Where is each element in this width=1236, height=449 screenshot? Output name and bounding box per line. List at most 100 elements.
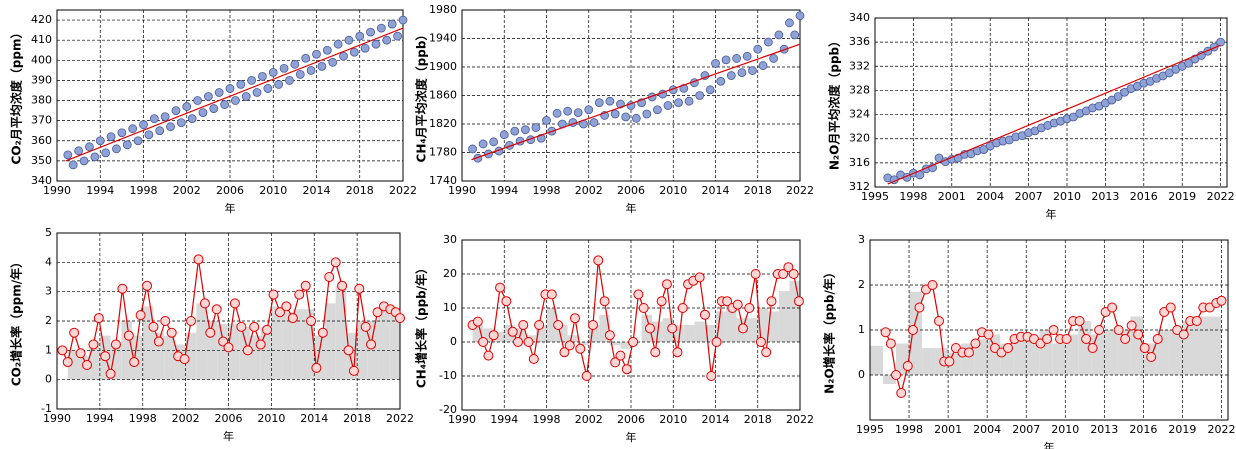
data-point <box>1184 58 1193 68</box>
bar <box>1013 339 1027 375</box>
x-tick-label: 2010 <box>659 184 687 197</box>
x-tick-label: 2022 <box>786 184 814 197</box>
bar <box>185 332 197 380</box>
data-point <box>117 128 127 138</box>
bar <box>249 335 261 380</box>
data-point <box>349 47 359 57</box>
data-point <box>510 126 520 136</box>
x-tick-label: 2002 <box>575 413 603 426</box>
bar <box>1065 334 1079 375</box>
data-point <box>1216 37 1225 47</box>
data-point <box>478 139 488 149</box>
y-tick-label: 0 <box>450 335 457 348</box>
bar <box>483 328 494 342</box>
x-tick-label: 1998 <box>129 412 157 425</box>
line-marker <box>766 296 777 307</box>
bar <box>1195 316 1209 375</box>
data-point <box>112 144 121 154</box>
x-tick-label: 2006 <box>216 184 244 197</box>
line-marker <box>927 280 938 290</box>
y-tick-label: 3 <box>858 233 865 246</box>
line-marker <box>699 309 710 320</box>
x-tick-label: 2010 <box>257 412 285 425</box>
line-marker <box>153 336 164 347</box>
line-marker <box>914 302 925 313</box>
x-tick-label: 2022 <box>1207 423 1235 436</box>
data-point <box>371 39 381 49</box>
x-tick-label: 2004 <box>976 190 1004 203</box>
line-marker <box>896 388 907 398</box>
bar <box>164 335 175 380</box>
data-point <box>489 137 499 147</box>
line-marker <box>732 299 743 310</box>
data-point <box>393 31 402 41</box>
line-marker <box>300 280 311 291</box>
data-point <box>198 108 208 117</box>
line-marker <box>236 321 247 332</box>
line-marker <box>722 296 733 307</box>
data-point <box>355 31 365 41</box>
data-point <box>795 11 805 21</box>
data-point <box>542 116 551 125</box>
y-tick-label: 336 <box>849 35 870 48</box>
line-marker <box>294 289 305 300</box>
bar <box>922 348 936 375</box>
bar <box>673 325 684 342</box>
x-tick-label: 1994 <box>86 412 114 425</box>
data-point <box>785 18 794 28</box>
data-point <box>95 136 105 146</box>
x-tick-label: 2006 <box>215 412 243 425</box>
line-marker <box>1216 295 1227 306</box>
line-marker <box>553 320 564 330</box>
y-tick-label: 2 <box>45 314 52 327</box>
x-tick-label: 2019 <box>1168 190 1196 203</box>
line-marker <box>933 316 944 326</box>
data-point <box>322 45 332 55</box>
y-tick-label: 1780 <box>429 146 457 159</box>
data-point <box>295 69 305 79</box>
x-tick-label: 2018 <box>744 184 772 197</box>
line-marker <box>744 303 755 313</box>
plot-border <box>56 9 404 182</box>
line-marker <box>306 316 317 326</box>
data-point <box>122 140 132 150</box>
trend-line <box>471 43 801 161</box>
chart: 1740 1780 1820 1860 1900 1940 1980 1990 1994 1998… <box>414 3 815 215</box>
data-point <box>182 102 192 111</box>
bar <box>747 318 758 342</box>
y-tick-label: 1860 <box>429 89 457 102</box>
data-point <box>573 108 583 117</box>
x-tick-label: 2007 <box>1012 423 1040 436</box>
line-marker <box>205 327 216 338</box>
data-point <box>774 30 784 40</box>
data-point <box>605 96 615 106</box>
y-tick-label: 390 <box>31 73 52 86</box>
y-tick-label: 370 <box>31 114 52 127</box>
line-marker <box>348 365 359 376</box>
data-point <box>763 37 773 47</box>
y-tick-label: 400 <box>31 53 52 66</box>
line-marker <box>615 350 626 361</box>
line-marker <box>783 262 794 273</box>
data-point <box>187 114 197 124</box>
x-tick-label: 2006 <box>617 184 645 197</box>
data-point <box>653 105 662 115</box>
line-marker <box>249 321 260 332</box>
line-marker <box>395 313 405 324</box>
y-tick-label: 1900 <box>429 60 457 73</box>
x-tick-label: 1998 <box>533 413 561 426</box>
bar <box>67 350 79 380</box>
data-point <box>193 96 202 105</box>
data-point <box>387 19 397 29</box>
x-axis-label: 年 <box>626 201 637 215</box>
x-tick-label: 2001 <box>934 423 962 436</box>
bar <box>883 375 897 384</box>
data-point <box>679 83 689 93</box>
line-marker <box>495 282 506 293</box>
plot-border <box>461 239 801 411</box>
bar <box>292 309 304 380</box>
line-marker <box>472 316 483 327</box>
bar <box>1208 316 1222 375</box>
line-marker <box>621 364 632 375</box>
line-marker <box>185 316 196 326</box>
